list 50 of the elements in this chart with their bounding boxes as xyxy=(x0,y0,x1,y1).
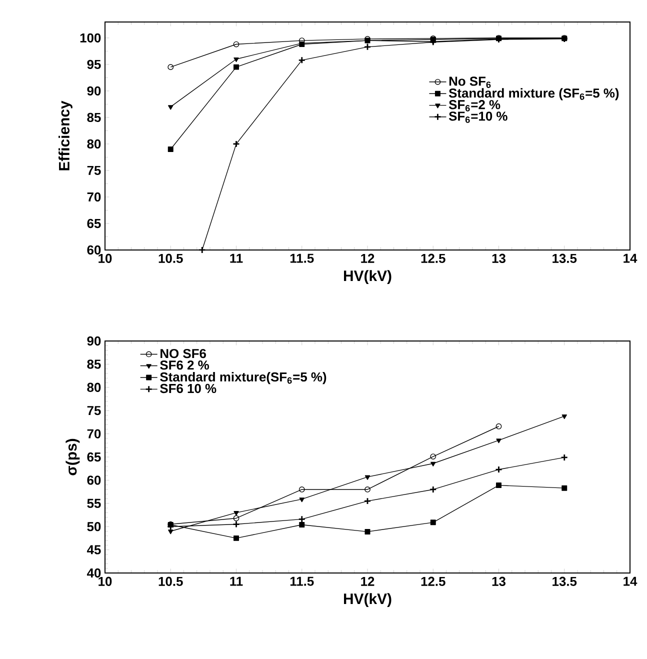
y-tick-label: 80 xyxy=(87,139,101,149)
x-tick-label: 13 xyxy=(492,254,506,263)
x-tick-label: 10 xyxy=(98,576,112,586)
x-tick-label: 10.5 xyxy=(158,254,183,263)
x-tick-label: 12 xyxy=(361,576,374,586)
y-tick-label: 75 xyxy=(87,166,101,175)
x-tick-label: 12 xyxy=(361,254,374,263)
x-tick-label: 10 xyxy=(98,254,112,263)
x-tick-label: 11.5 xyxy=(290,576,314,586)
x-tick-label: 14 xyxy=(624,576,638,586)
y-tick-label: 70 xyxy=(87,429,101,438)
y-tick-label: 65 xyxy=(87,452,101,462)
x-axis-title: HV(kV) xyxy=(344,270,392,284)
y-tick-label: 80 xyxy=(87,382,101,392)
y-axis-title: Efficiency xyxy=(58,100,72,170)
legend-label: SF$_{6}$=10 % xyxy=(448,112,508,123)
y-tick-label: 40 xyxy=(86,568,101,578)
y-tick-label: 60 xyxy=(87,245,101,255)
y-tick-label: 100 xyxy=(80,33,101,42)
y-tick-label: 75 xyxy=(87,406,101,416)
legend-label: Standard mixture (SF$_{6}$=5 %) xyxy=(448,88,619,100)
y-tick-label: 85 xyxy=(87,360,101,369)
y-tick-label: 95 xyxy=(87,60,101,69)
y-tick-label: 90 xyxy=(87,86,101,96)
x-axis-title: HV(kV) xyxy=(344,593,392,608)
y-tick-label: 85 xyxy=(87,112,101,122)
x-tick-label: 14 xyxy=(624,254,638,263)
x-tick-label: 13.5 xyxy=(552,576,577,586)
x-tick-label: 11 xyxy=(230,254,243,263)
y-tick-label: 60 xyxy=(87,476,101,485)
y-tick-label: 55 xyxy=(87,498,101,508)
legend-label: No SF$_{6}$ xyxy=(449,76,491,88)
x-tick-label: 12.5 xyxy=(421,254,446,263)
y-tick-label: 50 xyxy=(87,522,101,532)
legend-label: NO SF6 xyxy=(160,348,206,358)
x-tick-label: 10.5 xyxy=(158,576,183,586)
y-axis-title: σ(ps) xyxy=(66,438,80,476)
legend-label: SF6 2 % xyxy=(160,360,209,370)
legend-label: Standard mixture(SF$_{6}$=5 %) xyxy=(160,372,326,384)
x-tick-label: 11.5 xyxy=(290,254,314,263)
y-tick-label: 70 xyxy=(87,192,101,202)
x-tick-label: 11 xyxy=(230,576,243,586)
y-tick-label: 45 xyxy=(86,545,101,554)
legend-label: SF$_{6}$=2 % xyxy=(448,100,500,112)
legend-label: SF6 10 % xyxy=(160,384,216,394)
x-tick-label: 13 xyxy=(492,576,506,586)
x-tick-label: 12.5 xyxy=(421,576,446,586)
y-tick-label: 90 xyxy=(87,336,101,346)
x-tick-label: 13.5 xyxy=(552,254,577,263)
y-tick-label: 65 xyxy=(87,218,101,228)
